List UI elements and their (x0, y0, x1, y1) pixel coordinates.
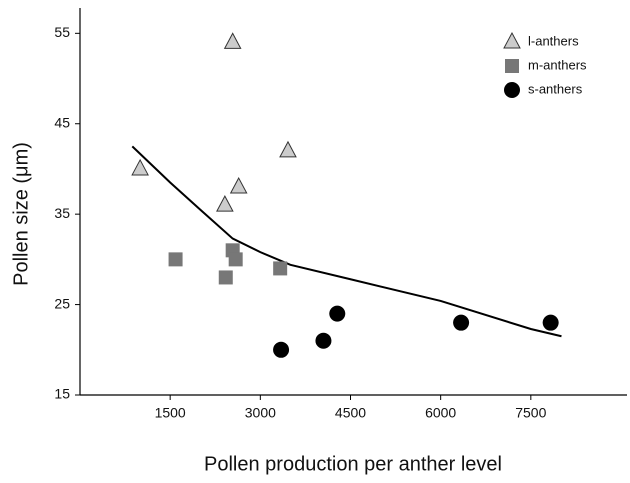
trendline (131, 145, 562, 338)
legend-text: m-anthers (528, 57, 587, 72)
y-tick-label: 55 (54, 24, 70, 40)
x-tick-label: 6000 (425, 405, 456, 421)
point (218, 270, 233, 285)
point (273, 341, 290, 358)
point (279, 140, 297, 158)
point (453, 314, 470, 331)
point (168, 252, 183, 267)
legend-marker (505, 59, 519, 73)
point (229, 176, 248, 194)
point (228, 252, 243, 267)
x-tick-label: 7500 (515, 405, 546, 421)
y-axis-title: Pollen size (μm) (10, 142, 32, 286)
y-tick-label: 45 (54, 114, 70, 130)
y-tick-label: 35 (54, 205, 70, 221)
y-tick-label: 15 (54, 386, 70, 402)
point (315, 332, 332, 349)
point (131, 158, 149, 176)
x-tick-label: 3000 (245, 405, 276, 421)
x-tick-label: 4500 (335, 405, 366, 421)
x-axis-title: Pollen production per anther level (204, 453, 502, 475)
x-tick-label: 1500 (155, 405, 186, 421)
point (542, 314, 559, 331)
legend-marker (504, 82, 520, 98)
legend-text: s-anthers (528, 81, 583, 96)
point (273, 261, 288, 276)
legend-text: l-anthers (528, 33, 579, 48)
point (223, 32, 242, 49)
point (329, 305, 346, 322)
y-tick-label: 25 (54, 295, 70, 311)
legend-marker (503, 31, 521, 49)
point (216, 195, 234, 212)
